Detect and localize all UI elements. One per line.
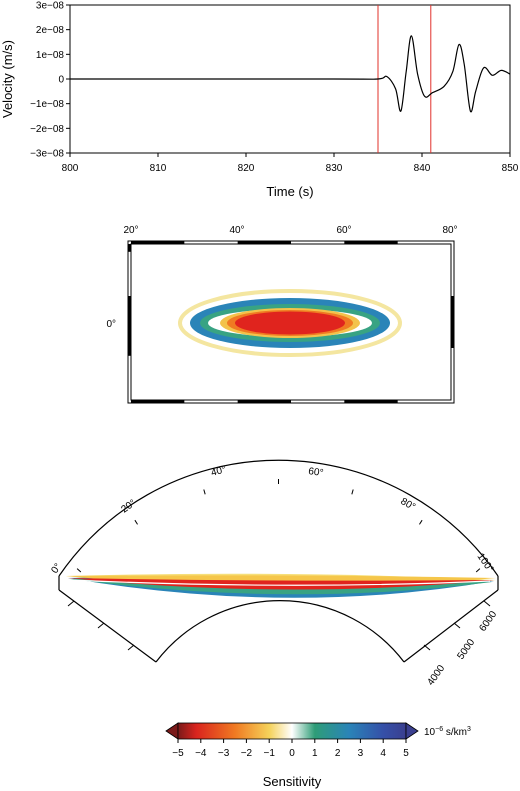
colorbar-unit-sup: 3	[467, 726, 471, 733]
frame-bar	[131, 400, 185, 403]
radius-tick	[97, 622, 105, 629]
xs-radius-label-4000: 4000	[425, 663, 447, 688]
xs-angle-ticks	[67, 479, 491, 651]
radius-tick	[423, 644, 431, 651]
colorbar-tick-label: −3	[218, 748, 230, 759]
frame-bar	[451, 296, 454, 348]
colorbar-tick-label: 0	[289, 748, 295, 759]
map-panel: 20° 40° 60° 80° 0°	[106, 225, 458, 404]
colorbar-unit: 10−6 s/km3	[424, 726, 471, 738]
map-lon-label-20: 20°	[123, 225, 138, 236]
velocity-trace	[69, 35, 511, 113]
y-tick-label: −3e−08	[30, 149, 64, 160]
map-lon-label-80: 80°	[442, 225, 457, 236]
colorbar-tick-label: −5	[172, 748, 184, 759]
colorbar-tick-label: −2	[241, 748, 253, 759]
angle-tick	[134, 519, 138, 525]
frame-bar	[128, 296, 131, 348]
xs-angle-label-60: 60°	[308, 466, 325, 479]
colorbar-tick-label: −4	[195, 748, 207, 759]
map-lon-label-40: 40°	[229, 225, 244, 236]
x-tick-label: 850	[502, 163, 519, 174]
x-axis-label: Time (s)	[266, 184, 313, 199]
colorbar-left-arrow	[165, 722, 179, 740]
frame-bar	[131, 241, 185, 244]
xs-radius-label-5000: 5000	[455, 637, 477, 662]
radius-tick	[67, 600, 75, 607]
radius-tick	[127, 644, 135, 651]
radius-tick	[453, 622, 461, 629]
x-tick-label: 820	[238, 163, 255, 174]
xs-outer-arc	[58, 459, 499, 577]
y-tick-label: 0	[58, 75, 64, 86]
colorbar-label: Sensitivity	[263, 774, 322, 789]
colorbar-tick-label: 3	[358, 748, 364, 759]
kernel-core-red	[235, 311, 345, 335]
x-tick-label: 830	[326, 163, 343, 174]
xs-right-edge	[403, 589, 499, 663]
colorbar-tick-label: 2	[335, 748, 341, 759]
xs-inner-arc	[155, 600, 405, 663]
xs-radius-label-6000: 6000	[477, 609, 499, 634]
angle-tick	[203, 489, 206, 495]
frame-bar	[128, 244, 131, 252]
xs-angle-label-0: 0°	[49, 562, 63, 576]
colorbar-unit-suffix: s/km	[443, 727, 467, 738]
frame-bar	[237, 241, 291, 244]
x-tick-label: 840	[414, 163, 431, 174]
x-tick-group: 800 810 820 830 840 850	[62, 153, 519, 174]
radius-tick	[483, 600, 491, 607]
cross-section-kernel	[66, 573, 496, 598]
map-lat-label-0: 0°	[106, 319, 116, 330]
angle-tick	[419, 519, 423, 525]
xs-angle-label-40: 40°	[210, 464, 227, 479]
y-tick-label: −1e−08	[30, 99, 64, 110]
frame-bar	[237, 400, 291, 403]
colorbar-tick-label: 5	[403, 748, 409, 759]
x-tick-label: 800	[62, 163, 79, 174]
frame-bar	[128, 348, 131, 356]
colorbar-right-arrow	[405, 722, 419, 740]
y-tick-group: 3e−08 2e−08 1e−08 0 −1e−08 −2e−08 −3e−08	[30, 1, 70, 160]
angle-tick	[475, 568, 481, 573]
kernel-ring-outer-yellow	[178, 289, 402, 357]
map-frame-ticks	[128, 241, 454, 403]
colorbar-gradient	[177, 722, 407, 740]
xs-band-white-line	[69, 579, 491, 586]
xs-angle-label-80: 80°	[399, 496, 418, 513]
xs-band-red	[68, 578, 494, 590]
map-lon-label-60: 60°	[336, 225, 351, 236]
map-kernel	[178, 289, 402, 357]
colorbar-tick-label: 1	[312, 748, 318, 759]
y-tick-label: 1e−08	[36, 50, 65, 61]
colorbar: −5 −4 −3 −2 −1 0 1 2 3 4 5 10−6 s/km3 Sensitivity	[165, 722, 471, 789]
colorbar-unit-prefix: 10	[424, 727, 436, 738]
y-tick-label: 2e−08	[36, 25, 65, 36]
angle-tick	[351, 489, 354, 495]
y-tick-label: 3e−08	[36, 1, 65, 12]
window-lines	[377, 5, 432, 153]
frame-bar	[344, 241, 398, 244]
colorbar-tick-label: −1	[263, 748, 275, 759]
xs-left-edge	[58, 589, 157, 663]
frame-bar	[344, 400, 398, 403]
y-axis-label: Velocity (m/s)	[0, 40, 15, 118]
xs-angle-label-20: 20°	[119, 498, 138, 516]
x-tick-label: 810	[150, 163, 167, 174]
colorbar-ticks: −5 −4 −3 −2 −1 0 1 2 3 4 5	[172, 739, 409, 759]
colorbar-unit-exp: −6	[435, 726, 443, 733]
cross-section-panel: 0° 20° 40° 60° 80° 100° 6000 5000 4000	[49, 459, 499, 688]
seismogram-panel: 3e−08 2e−08 1e−08 0 −1e−08 −2e−08 −3e−08 800 81…	[0, 1, 519, 200]
angle-tick	[76, 568, 82, 573]
colorbar-tick-label: 4	[380, 748, 386, 759]
y-tick-label: −2e−08	[30, 124, 64, 135]
